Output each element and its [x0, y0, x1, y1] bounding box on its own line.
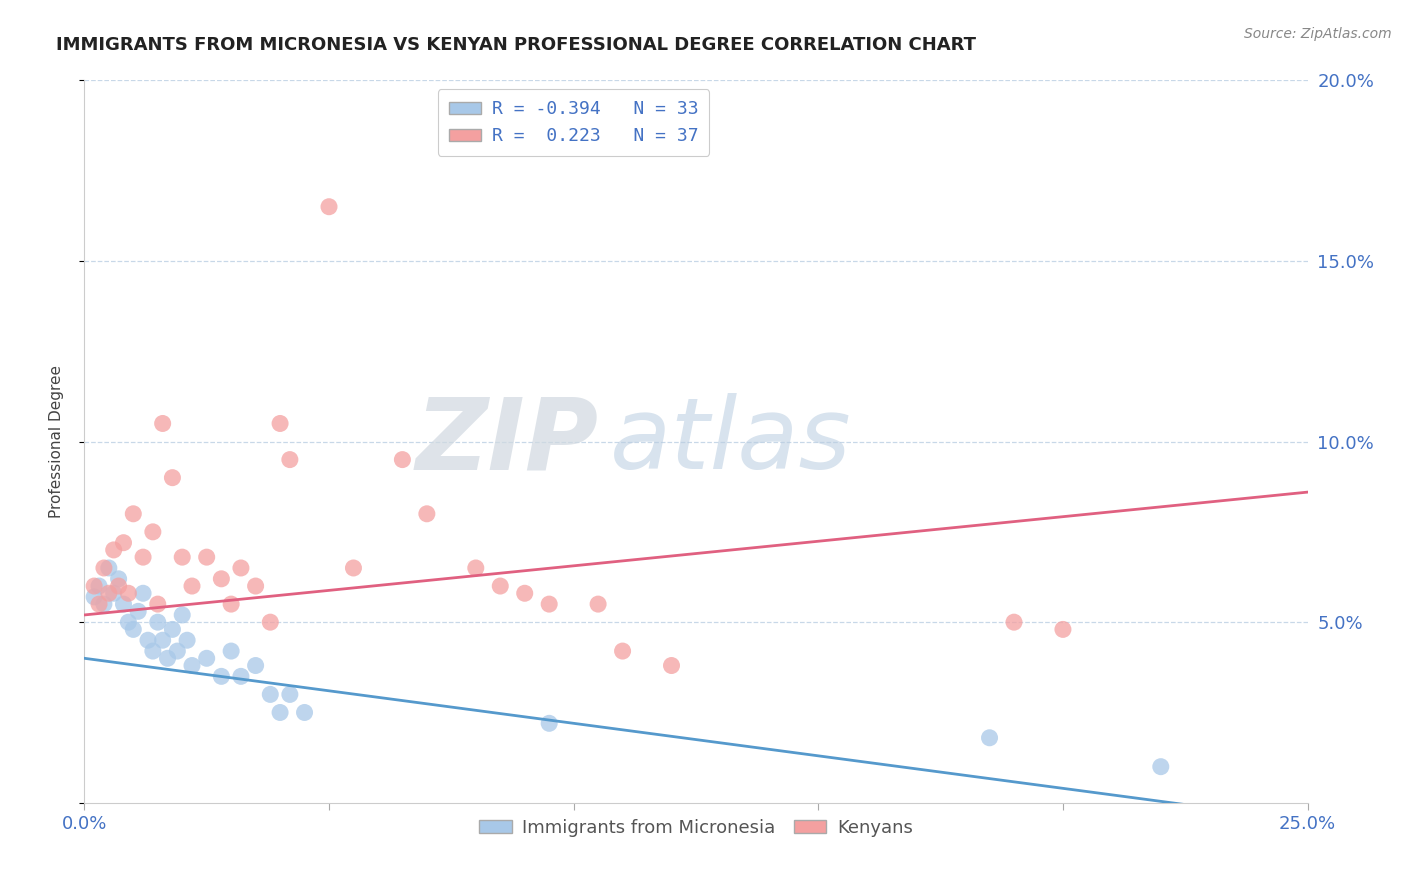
- Point: [117, 586, 139, 600]
- Point: [172, 607, 194, 622]
- Point: [1052, 623, 1074, 637]
- Point: [1002, 615, 1025, 630]
- Point: [219, 597, 242, 611]
- Point: [127, 604, 149, 618]
- Point: [87, 579, 110, 593]
- Y-axis label: Professional Degree: Professional Degree: [49, 365, 63, 518]
- Point: [181, 579, 204, 593]
- Point: [142, 524, 165, 539]
- Point: [136, 633, 159, 648]
- Point: [1150, 760, 1173, 774]
- Point: [132, 550, 155, 565]
- Point: [229, 669, 252, 683]
- Point: [245, 658, 267, 673]
- Point: [269, 417, 291, 431]
- Point: [93, 561, 115, 575]
- Point: [538, 597, 561, 611]
- Point: [83, 590, 105, 604]
- Point: [166, 644, 188, 658]
- Point: [142, 644, 165, 658]
- Point: [979, 731, 1001, 745]
- Point: [259, 687, 281, 701]
- Point: [209, 572, 232, 586]
- Point: [132, 586, 155, 600]
- Point: [181, 658, 204, 673]
- Point: [152, 633, 174, 648]
- Point: [195, 550, 218, 565]
- Text: IMMIGRANTS FROM MICRONESIA VS KENYAN PROFESSIONAL DEGREE CORRELATION CHART: IMMIGRANTS FROM MICRONESIA VS KENYAN PRO…: [56, 36, 976, 54]
- Point: [93, 597, 115, 611]
- Point: [107, 579, 129, 593]
- Point: [156, 651, 179, 665]
- Point: [97, 561, 120, 575]
- Point: [586, 597, 609, 611]
- Point: [278, 687, 301, 701]
- Legend: Immigrants from Micronesia, Kenyans: Immigrants from Micronesia, Kenyans: [472, 812, 920, 845]
- Point: [162, 623, 184, 637]
- Point: [219, 644, 242, 658]
- Point: [146, 615, 169, 630]
- Point: [152, 417, 174, 431]
- Text: Source: ZipAtlas.com: Source: ZipAtlas.com: [1244, 27, 1392, 41]
- Point: [294, 706, 316, 720]
- Point: [489, 579, 512, 593]
- Point: [112, 535, 135, 549]
- Point: [245, 579, 267, 593]
- Point: [195, 651, 218, 665]
- Point: [612, 644, 634, 658]
- Point: [122, 623, 145, 637]
- Point: [122, 507, 145, 521]
- Point: [97, 586, 120, 600]
- Point: [172, 550, 194, 565]
- Point: [112, 597, 135, 611]
- Point: [103, 542, 125, 557]
- Point: [259, 615, 281, 630]
- Point: [162, 471, 184, 485]
- Point: [513, 586, 536, 600]
- Point: [318, 200, 340, 214]
- Point: [87, 597, 110, 611]
- Point: [269, 706, 291, 720]
- Point: [103, 586, 125, 600]
- Point: [146, 597, 169, 611]
- Point: [464, 561, 486, 575]
- Point: [538, 716, 561, 731]
- Point: [209, 669, 232, 683]
- Point: [391, 452, 413, 467]
- Text: atlas: atlas: [610, 393, 852, 490]
- Point: [117, 615, 139, 630]
- Point: [661, 658, 683, 673]
- Point: [176, 633, 198, 648]
- Point: [107, 572, 129, 586]
- Text: ZIP: ZIP: [415, 393, 598, 490]
- Point: [342, 561, 364, 575]
- Point: [229, 561, 252, 575]
- Point: [278, 452, 301, 467]
- Point: [416, 507, 439, 521]
- Point: [83, 579, 105, 593]
